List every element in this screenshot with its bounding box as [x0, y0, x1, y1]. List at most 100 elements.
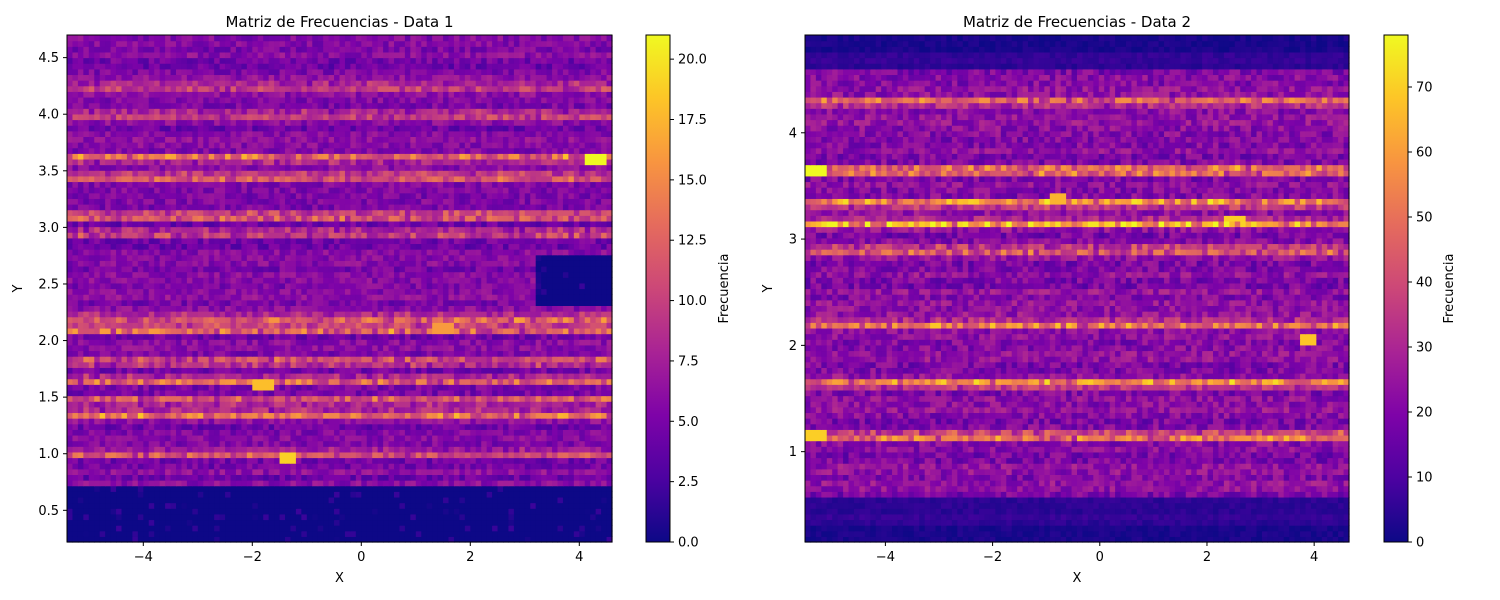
heatmap-cell: [116, 406, 123, 414]
heatmap-cell: [126, 429, 133, 436]
heatmap-cell: [230, 373, 237, 380]
heatmap-cell: [404, 423, 411, 430]
heatmap-cell: [481, 485, 488, 492]
heatmap-cell: [350, 305, 357, 312]
heatmap-cell: [306, 536, 313, 543]
heatmap-cell: [246, 525, 253, 532]
heatmap-cell: [421, 491, 428, 498]
heatmap-cell: [541, 333, 548, 340]
heatmap-cell: [132, 423, 139, 430]
heatmap-cell: [339, 434, 346, 442]
heatmap-cell: [328, 271, 335, 278]
heatmap-cell: [339, 496, 346, 504]
heatmap-cell: [105, 373, 112, 380]
heatmap-cell: [475, 316, 482, 323]
heatmap-cell: [159, 463, 166, 470]
heatmap-cell: [323, 412, 330, 419]
heatmap-cell: [492, 530, 499, 537]
heatmap-cell: [219, 491, 226, 498]
heatmap-cell: [203, 429, 210, 436]
heatmap-cell: [557, 530, 564, 537]
heatmap-cell: [219, 440, 226, 447]
heatmap-cell: [301, 356, 308, 363]
heatmap-cell: [186, 530, 193, 537]
heatmap-cell: [590, 305, 597, 312]
heatmap-cell: [448, 423, 455, 430]
heatmap-cell: [132, 277, 139, 284]
heatmap-cell: [388, 502, 395, 509]
heatmap-cell: [67, 299, 74, 306]
heatmap-cell: [246, 271, 253, 278]
heatmap-cell: [464, 305, 471, 312]
heatmap-cell: [426, 288, 433, 295]
heatmap-cell: [546, 277, 553, 284]
heatmap-cell: [508, 412, 515, 419]
heatmap-cell: [519, 434, 526, 442]
heatmap-cell: [295, 491, 302, 498]
heatmap-cell: [208, 468, 215, 475]
heatmap-cell: [263, 271, 270, 278]
heatmap-cell: [519, 271, 526, 278]
heatmap-cell: [170, 440, 177, 447]
heatmap-cell: [366, 446, 373, 453]
heatmap-cell: [388, 429, 395, 436]
heatmap-cell: [426, 429, 433, 436]
heatmap-cell: [110, 344, 117, 352]
heatmap-cell: [148, 480, 155, 487]
heatmap-cell: [584, 316, 591, 323]
heatmap-cell: [334, 350, 341, 357]
heatmap-cell: [579, 401, 586, 408]
heatmap-cell: [552, 327, 559, 335]
heatmap-cell: [404, 401, 411, 408]
heatmap-cell: [274, 294, 281, 301]
heatmap-cell: [562, 451, 569, 459]
heatmap-cell: [519, 378, 526, 385]
heatmap-cell: [110, 378, 117, 385]
heatmap-cell: [225, 384, 232, 391]
heatmap-cell: [459, 350, 466, 357]
heatmap-cell: [285, 322, 292, 329]
heatmap-cell: [257, 277, 264, 284]
heatmap-cell: [541, 513, 548, 521]
heatmap-cell: [154, 299, 161, 306]
heatmap-cell: [263, 265, 270, 273]
heatmap-cell: [584, 260, 591, 267]
heatmap-cell: [415, 418, 422, 425]
heatmap-cell: [372, 271, 379, 278]
heatmap-cell: [426, 468, 433, 475]
heatmap-cell: [513, 536, 520, 543]
heatmap-cell: [459, 429, 466, 436]
heatmap-cell: [94, 339, 101, 346]
heatmap-cell: [453, 350, 460, 357]
heatmap-cell: [481, 339, 488, 346]
heatmap-cell: [328, 412, 335, 419]
heatmap-cell: [432, 265, 439, 273]
heatmap-cell: [301, 513, 308, 521]
heatmap-cell: [72, 457, 79, 464]
heatmap-cell: [94, 440, 101, 447]
heatmap-cell: [590, 378, 597, 385]
heatmap-cell: [519, 350, 526, 357]
heatmap-cell: [159, 429, 166, 436]
heatmap-cell: [72, 463, 79, 470]
heatmap-cell: [530, 474, 537, 481]
heatmap-cell: [404, 305, 411, 312]
heatmap-cell: [214, 305, 221, 312]
heatmap-cell: [355, 406, 362, 414]
heatmap-cell: [94, 457, 101, 464]
heatmap-cell: [459, 299, 466, 306]
heatmap-cell: [312, 395, 319, 402]
heatmap-cell: [121, 423, 128, 430]
heatmap-cell: [552, 356, 559, 363]
heatmap-cell: [470, 378, 477, 385]
heatmap-cell: [339, 384, 346, 391]
heatmap-cell: [214, 367, 221, 374]
heatmap-cell: [148, 361, 155, 368]
heatmap-cell: [535, 378, 542, 385]
heatmap-cell: [214, 406, 221, 414]
heatmap-cell: [219, 367, 226, 374]
heatmap-cell: [519, 474, 526, 481]
heatmap-cell: [176, 406, 183, 414]
heatmap-cell: [72, 327, 79, 335]
heatmap-cell: [601, 384, 608, 391]
